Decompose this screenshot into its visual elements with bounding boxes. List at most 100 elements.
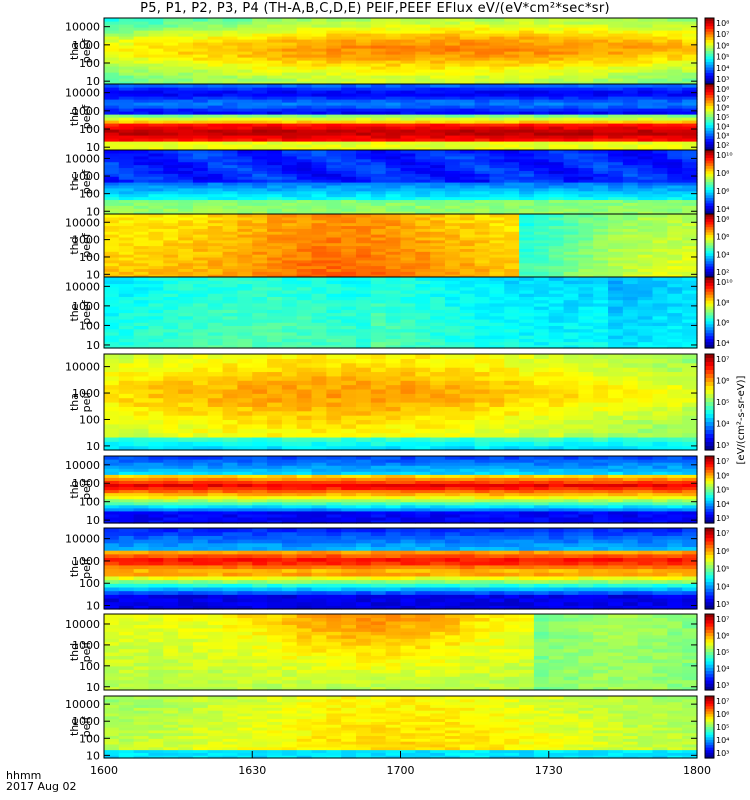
heatmap-cell	[519, 202, 535, 206]
heatmap-cell	[192, 123, 209, 127]
heatmap-cell	[104, 216, 120, 221]
heatmap-cell	[104, 179, 120, 183]
heatmap-cell	[326, 245, 342, 249]
heatmap-cell	[326, 341, 342, 346]
heatmap-cell	[578, 161, 594, 166]
heatmap-cell	[563, 222, 579, 227]
heatmap-cell	[341, 239, 357, 244]
heatmap-cell	[148, 289, 164, 294]
heatmap-cell	[578, 254, 594, 258]
heatmap-cell	[178, 299, 194, 304]
colorbar-tick-label: 10⁶	[716, 233, 729, 242]
heatmap-cell	[281, 129, 298, 133]
heatmap-cell	[667, 164, 683, 169]
heatmap-cell	[637, 245, 654, 249]
heatmap-cell	[593, 69, 609, 73]
heatmap-cell	[652, 296, 668, 301]
heatmap-cell	[356, 36, 372, 40]
colorbar-swatch	[705, 67, 714, 71]
heatmap-cell	[593, 96, 609, 100]
heatmap-cell	[430, 196, 446, 201]
heatmap-cell	[222, 111, 239, 115]
heatmap-cell	[430, 108, 446, 112]
heatmap-cell	[356, 196, 372, 201]
heatmap-cell	[385, 196, 402, 201]
heatmap-cell	[267, 277, 283, 281]
heatmap-cell	[519, 325, 535, 330]
heatmap-cell	[622, 234, 639, 238]
heatmap-cell	[356, 254, 372, 258]
heatmap-cell	[622, 190, 639, 195]
heatmap-cell	[311, 51, 327, 55]
heatmap-cell	[400, 155, 416, 160]
heatmap-cell	[133, 158, 150, 163]
heatmap-cell	[222, 397, 239, 403]
heatmap-cell	[118, 87, 135, 91]
heatmap-cell	[311, 371, 327, 377]
heatmap-cell	[430, 256, 446, 261]
heatmap-cell	[563, 262, 579, 267]
heatmap-cell	[178, 216, 194, 221]
heatmap-cell	[311, 216, 327, 221]
heatmap-cell	[133, 344, 150, 349]
heatmap-cell	[563, 54, 579, 58]
heatmap-cell	[296, 239, 313, 244]
heatmap-cell	[622, 152, 639, 157]
heatmap-cell	[489, 248, 505, 252]
heatmap-cell	[519, 274, 535, 278]
heatmap-cell	[118, 63, 135, 67]
heatmap-cell	[385, 322, 402, 327]
heatmap-cell	[356, 99, 372, 103]
heatmap-cell	[504, 236, 520, 241]
heatmap-cell	[667, 239, 683, 244]
heatmap-cell	[637, 57, 654, 61]
heatmap-cell	[311, 406, 327, 412]
heatmap-cell	[682, 161, 698, 166]
heatmap-cell	[459, 170, 476, 174]
heatmap-cell	[533, 126, 550, 130]
heatmap-cell	[192, 322, 209, 327]
heatmap-cell	[622, 63, 639, 67]
heatmap-cell	[563, 102, 579, 106]
heatmap-cell	[400, 262, 416, 267]
heatmap-cell	[252, 158, 268, 163]
heatmap-cell	[148, 211, 164, 215]
heatmap-cell	[281, 299, 298, 304]
heatmap-cell	[489, 57, 505, 61]
heatmap-cell	[326, 33, 342, 37]
heatmap-cell	[356, 78, 372, 82]
heatmap-cell	[178, 415, 194, 421]
colorbar-swatch	[705, 261, 714, 265]
heatmap-cell	[356, 63, 372, 67]
heatmap-cell	[207, 419, 224, 425]
heatmap-cell	[682, 51, 698, 55]
heatmap-cell	[237, 202, 253, 206]
heatmap-cell	[667, 302, 683, 307]
heatmap-cell	[163, 152, 179, 157]
heatmap-cell	[667, 231, 683, 235]
heatmap-cell	[311, 312, 327, 317]
heatmap-cell	[400, 296, 416, 301]
heatmap-cell	[474, 63, 491, 67]
heatmap-cell	[148, 182, 164, 186]
heatmap-cell	[296, 315, 313, 320]
heatmap-cell	[415, 248, 431, 252]
heatmap-cell	[104, 108, 120, 112]
heatmap-cell	[118, 36, 135, 40]
heatmap-cell	[608, 234, 624, 238]
heatmap-cell	[489, 242, 505, 247]
heatmap-cell	[563, 69, 579, 73]
heatmap-cell	[163, 117, 179, 121]
heatmap-cell	[341, 216, 357, 221]
heatmap-cell	[207, 205, 224, 209]
heatmap-cell	[178, 242, 194, 247]
heatmap-cell	[622, 78, 639, 82]
heatmap-cell	[252, 432, 268, 438]
heatmap-cell	[148, 42, 164, 46]
heatmap-cell	[207, 99, 224, 103]
heatmap-cell	[341, 309, 357, 314]
heatmap-cell	[474, 208, 491, 212]
heatmap-cell	[608, 78, 624, 82]
heatmap-cell	[370, 126, 387, 130]
heatmap-cell	[489, 152, 505, 157]
